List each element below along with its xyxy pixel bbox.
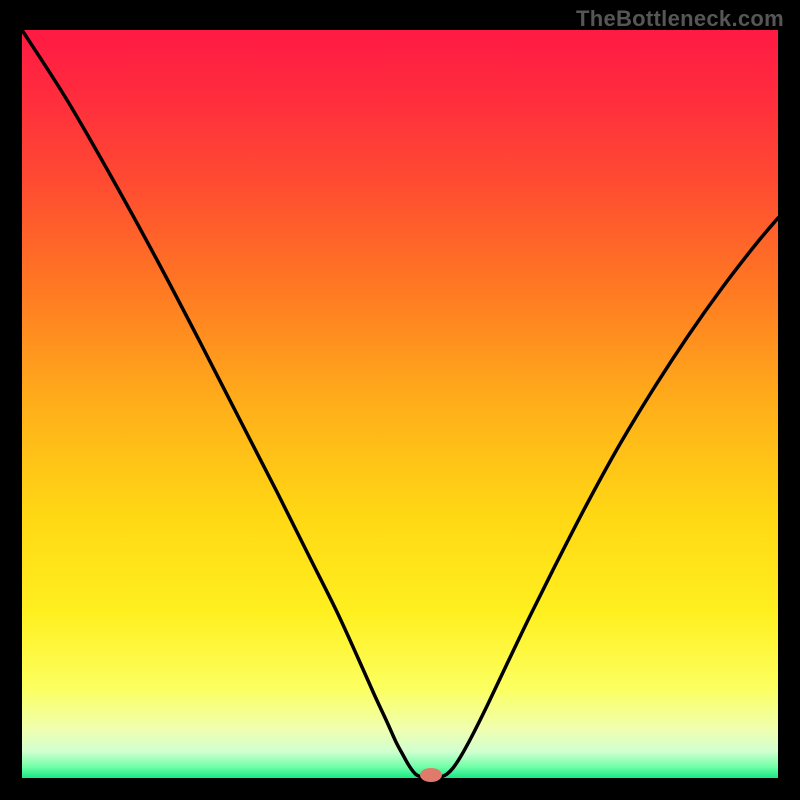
- watermark-text: TheBottleneck.com: [576, 6, 784, 32]
- minimum-marker: [420, 768, 442, 782]
- plot-area: [22, 30, 778, 778]
- chart-frame: { "watermark": { "text": "TheBottleneck.…: [0, 0, 800, 800]
- bottleneck-chart: [0, 0, 800, 800]
